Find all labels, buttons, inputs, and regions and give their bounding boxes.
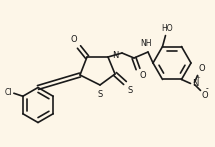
Text: HO: HO	[162, 24, 173, 32]
Text: -: -	[206, 84, 208, 93]
Text: +: +	[195, 75, 200, 80]
Text: O: O	[140, 71, 147, 80]
Text: S: S	[97, 90, 103, 99]
Text: O: O	[70, 35, 77, 44]
Text: N: N	[112, 51, 118, 60]
Text: NH: NH	[140, 39, 152, 48]
Text: N: N	[192, 79, 199, 88]
Text: S: S	[128, 86, 133, 95]
Text: Cl: Cl	[4, 88, 12, 97]
Text: O: O	[198, 64, 205, 74]
Text: O: O	[201, 91, 208, 100]
